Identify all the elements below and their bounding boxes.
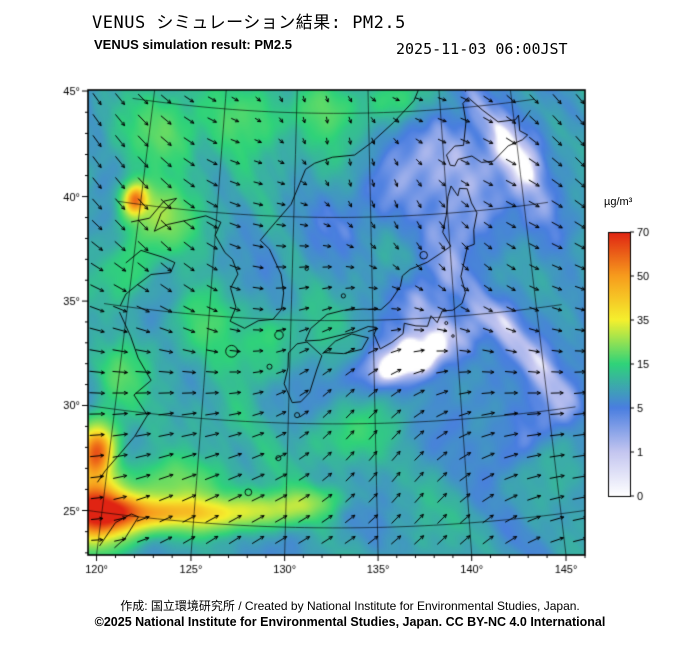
- credit-text: 作成: 国立環境研究所 / Created by National Instit…: [120, 599, 580, 613]
- page-title-japanese: VENUS シミュレーション結果: PM2.5: [92, 13, 406, 33]
- page-subtitle-english: VENUS simulation result: PM2.5: [94, 37, 292, 52]
- datetime-label: 2025-11-03 06:00JST: [396, 40, 568, 58]
- license-text: ©2025 National Institute for Environment…: [94, 615, 606, 629]
- colorbar-unit-label: µg/m³: [604, 196, 633, 208]
- colorbar: [596, 212, 696, 532]
- pm25-concentration-map: [30, 82, 610, 582]
